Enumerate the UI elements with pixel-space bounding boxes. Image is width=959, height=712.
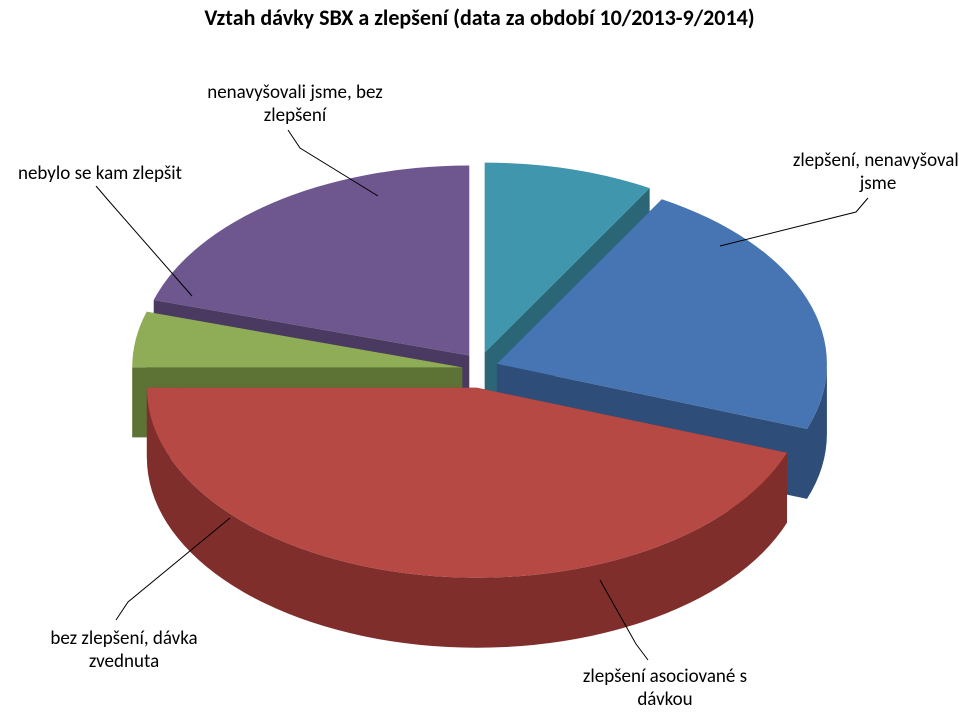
- slice-label-s4: nebylo se kam zlepšit: [0, 163, 210, 186]
- slice-label-s2: zlepšení asociované s dávkou: [555, 666, 775, 712]
- slice-label-s1: zlepšení, nenavyšovali jsme: [788, 150, 959, 196]
- slice-label-s5: nenavyšovali jsme, bez zlepšení: [180, 82, 410, 128]
- pie-chart: [0, 0, 959, 707]
- slice-label-s3: bez zlepšení, dávka zvednuta: [24, 628, 224, 674]
- leader-line: [96, 186, 192, 296]
